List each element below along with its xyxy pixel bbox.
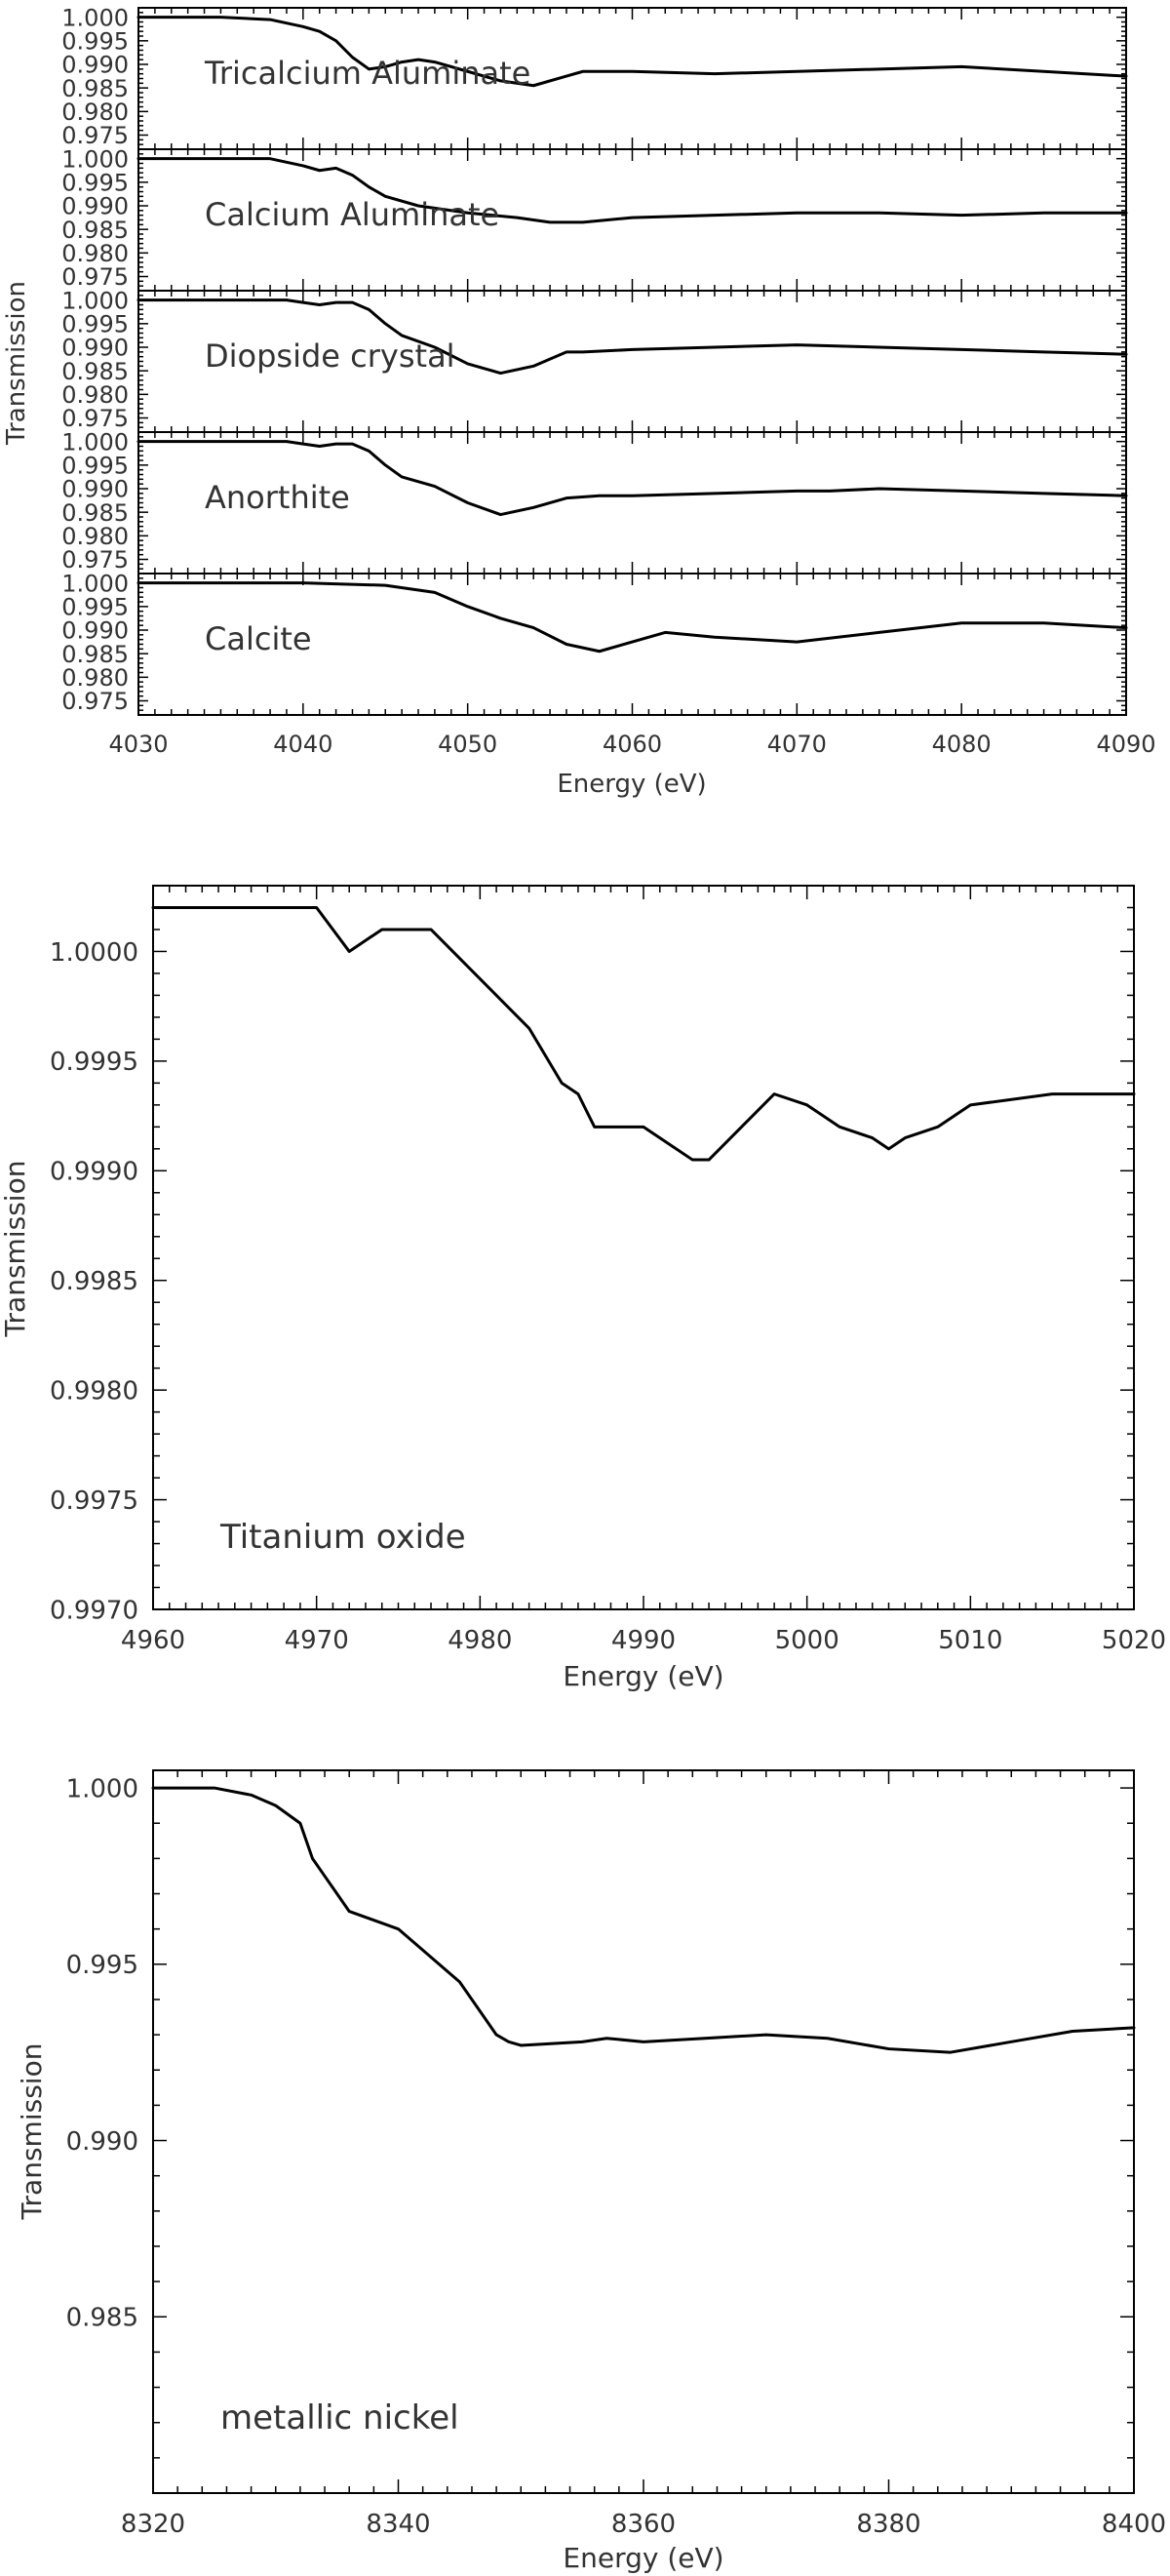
panel-label: Anorthite	[205, 479, 350, 516]
y-tick-label: 0.9970	[50, 1596, 138, 1625]
y-tick-label: 0.995	[66, 1951, 138, 1980]
y-tick-label: 0.9985	[50, 1267, 138, 1296]
y-tick-label: 0.990	[61, 52, 129, 79]
y-tick-label: 0.9980	[50, 1377, 138, 1407]
y-tick-label: 0.990	[61, 335, 129, 362]
plot-frame	[152, 1769, 1135, 2494]
y-tick-label: 0.980	[61, 523, 129, 550]
y-tick-label: 0.995	[61, 27, 129, 55]
panel-label: Diopside crystal	[205, 337, 455, 375]
y-tick-label: 0.9975	[50, 1486, 138, 1516]
series-line	[136, 16, 1128, 88]
x-tick-label: 4060	[603, 731, 662, 758]
series-line	[136, 157, 1128, 224]
series-line	[136, 581, 1128, 654]
y-tick-label: 0.980	[61, 240, 129, 267]
y-tick-label: 0.980	[61, 664, 129, 692]
y-tick-label: 0.9995	[50, 1048, 138, 1077]
x-tick-label: 4990	[611, 1626, 676, 1655]
y-axis-label: Transmission	[2, 281, 31, 446]
plot-annotation: metallic nickel	[220, 2398, 459, 2437]
x-tick-label: 4050	[438, 731, 497, 758]
x-tick-label: 4030	[108, 731, 168, 758]
y-tick-label: 0.975	[61, 405, 129, 432]
x-tick-label: 4080	[932, 731, 992, 758]
y-tick-label: 0.975	[61, 122, 129, 149]
y-tick-label: 0.990	[61, 476, 129, 503]
y-tick-label: 0.985	[61, 641, 129, 668]
x-tick-label: 4960	[121, 1626, 185, 1655]
y-tick-label: 0.975	[61, 688, 129, 715]
x-tick-label: 4070	[767, 731, 827, 758]
x-axis-label: Energy (eV)	[563, 1660, 723, 1692]
y-tick-label: 1.0000	[50, 938, 138, 968]
x-tick-label: 4090	[1096, 731, 1155, 758]
y-tick-label: 1.000	[61, 428, 129, 456]
series-line	[136, 440, 1128, 517]
y-tick-label: 0.995	[61, 452, 129, 479]
y-tick-label: 0.9990	[50, 1158, 138, 1187]
y-tick-label: 0.985	[61, 499, 129, 527]
x-tick-label: 4040	[273, 731, 332, 758]
series-line	[151, 1786, 1136, 2054]
series-line	[136, 298, 1128, 376]
y-tick-label: 0.975	[61, 546, 129, 574]
x-tick-label: 4980	[448, 1626, 512, 1655]
y-tick-label: 0.990	[61, 617, 129, 645]
series-line	[151, 905, 1136, 1162]
x-tick-label: 5010	[938, 1626, 1002, 1655]
y-tick-label: 0.995	[61, 593, 129, 620]
y-tick-label: 1.000	[61, 570, 129, 597]
x-tick-label: 5000	[775, 1626, 839, 1655]
y-tick-label: 1.000	[66, 1774, 138, 1803]
panel-label: Calcium Aluminate	[205, 196, 499, 233]
y-tick-label: 0.995	[61, 310, 129, 337]
x-axis-label: Energy (eV)	[563, 2542, 723, 2574]
y-tick-label: 0.990	[66, 2127, 138, 2157]
y-tick-label: 0.985	[61, 358, 129, 385]
plot-annotation: Titanium oxide	[219, 1518, 466, 1557]
y-axis-label: Transmission	[16, 2043, 48, 2221]
plot-frame	[152, 885, 1135, 1610]
x-tick-label: 8400	[1102, 2510, 1166, 2539]
y-tick-label: 1.000	[61, 4, 129, 31]
x-tick-label: 5020	[1102, 1626, 1166, 1655]
y-tick-label: 0.985	[61, 217, 129, 244]
x-tick-label: 8340	[366, 2510, 430, 2539]
y-axis-label: Transmission	[0, 1161, 31, 1338]
y-tick-label: 0.990	[61, 193, 129, 220]
y-tick-label: 0.980	[61, 381, 129, 409]
y-tick-label: 0.985	[61, 75, 129, 102]
x-tick-label: 8380	[856, 2510, 920, 2539]
panel-label: Calcite	[205, 620, 312, 657]
y-tick-label: 1.000	[61, 287, 129, 314]
y-tick-label: 0.985	[66, 2304, 138, 2333]
x-tick-label: 4970	[285, 1626, 349, 1655]
panel-label: Tricalcium Aluminate	[204, 55, 530, 92]
x-tick-label: 8360	[611, 2510, 676, 2539]
y-tick-label: 0.995	[61, 169, 129, 196]
x-axis-label: Energy (eV)	[557, 770, 706, 799]
y-tick-label: 0.975	[61, 263, 129, 291]
y-tick-label: 1.000	[61, 145, 129, 173]
x-tick-label: 8320	[121, 2510, 185, 2539]
y-tick-label: 0.980	[61, 99, 129, 126]
